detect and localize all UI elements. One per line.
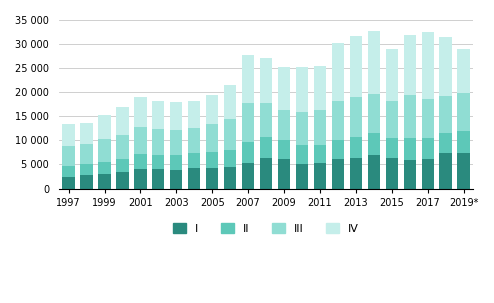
Bar bbox=[332, 43, 344, 101]
Bar bbox=[296, 145, 308, 164]
Bar bbox=[332, 101, 344, 140]
Bar bbox=[98, 174, 111, 188]
Bar bbox=[224, 119, 236, 150]
Bar bbox=[457, 49, 470, 93]
Bar bbox=[386, 101, 398, 138]
Bar bbox=[350, 36, 362, 98]
Bar bbox=[440, 37, 452, 95]
Bar bbox=[314, 111, 326, 145]
Bar bbox=[134, 169, 147, 188]
Bar bbox=[314, 66, 326, 111]
Bar bbox=[242, 103, 254, 142]
Bar bbox=[63, 146, 75, 166]
Bar bbox=[63, 177, 75, 188]
Bar bbox=[404, 35, 416, 95]
Bar bbox=[170, 102, 182, 130]
Bar bbox=[278, 110, 290, 140]
Bar bbox=[188, 128, 201, 153]
Bar bbox=[386, 49, 398, 101]
Bar bbox=[386, 138, 398, 158]
Bar bbox=[260, 58, 272, 103]
Bar bbox=[404, 160, 416, 188]
Bar bbox=[117, 107, 128, 135]
Bar bbox=[188, 168, 201, 188]
Bar bbox=[421, 138, 434, 159]
Bar bbox=[170, 130, 182, 155]
Bar bbox=[224, 167, 236, 188]
Bar bbox=[242, 55, 254, 103]
Bar bbox=[117, 172, 128, 188]
Bar bbox=[368, 32, 380, 94]
Bar bbox=[314, 145, 326, 163]
Bar bbox=[152, 101, 165, 129]
Bar bbox=[188, 101, 201, 128]
Bar bbox=[206, 95, 218, 124]
Bar bbox=[134, 154, 147, 169]
Bar bbox=[260, 158, 272, 188]
Bar bbox=[117, 159, 128, 172]
Bar bbox=[296, 164, 308, 188]
Bar bbox=[457, 131, 470, 153]
Bar bbox=[134, 127, 147, 154]
Bar bbox=[224, 85, 236, 119]
Legend: I, II, III, IV: I, II, III, IV bbox=[168, 219, 364, 238]
Bar bbox=[63, 166, 75, 177]
Bar bbox=[98, 161, 111, 174]
Bar bbox=[206, 124, 218, 152]
Bar bbox=[350, 137, 362, 158]
Bar bbox=[81, 144, 93, 164]
Bar bbox=[296, 67, 308, 112]
Bar bbox=[440, 95, 452, 133]
Bar bbox=[188, 153, 201, 168]
Bar bbox=[81, 124, 93, 144]
Bar bbox=[170, 170, 182, 188]
Bar bbox=[260, 103, 272, 138]
Bar bbox=[260, 138, 272, 158]
Bar bbox=[242, 142, 254, 163]
Bar bbox=[421, 99, 434, 138]
Bar bbox=[63, 124, 75, 146]
Bar bbox=[296, 112, 308, 145]
Bar bbox=[224, 150, 236, 167]
Bar bbox=[98, 139, 111, 161]
Bar bbox=[206, 168, 218, 188]
Bar bbox=[278, 140, 290, 159]
Bar bbox=[278, 67, 290, 110]
Bar bbox=[457, 153, 470, 188]
Bar bbox=[332, 159, 344, 188]
Bar bbox=[134, 98, 147, 127]
Bar bbox=[421, 159, 434, 188]
Bar bbox=[242, 163, 254, 188]
Bar bbox=[350, 98, 362, 137]
Bar bbox=[386, 158, 398, 188]
Bar bbox=[368, 155, 380, 188]
Bar bbox=[440, 153, 452, 188]
Bar bbox=[404, 95, 416, 138]
Bar bbox=[170, 155, 182, 170]
Bar bbox=[457, 93, 470, 131]
Bar bbox=[81, 164, 93, 175]
Bar bbox=[98, 115, 111, 139]
Bar bbox=[81, 175, 93, 188]
Bar bbox=[152, 155, 165, 169]
Bar bbox=[440, 133, 452, 153]
Bar bbox=[332, 140, 344, 159]
Bar bbox=[350, 158, 362, 188]
Bar bbox=[368, 94, 380, 133]
Bar bbox=[117, 135, 128, 159]
Bar bbox=[278, 159, 290, 188]
Bar bbox=[421, 32, 434, 99]
Bar bbox=[368, 133, 380, 155]
Bar bbox=[152, 169, 165, 188]
Bar bbox=[152, 129, 165, 155]
Bar bbox=[314, 163, 326, 188]
Bar bbox=[404, 138, 416, 160]
Bar bbox=[206, 152, 218, 168]
